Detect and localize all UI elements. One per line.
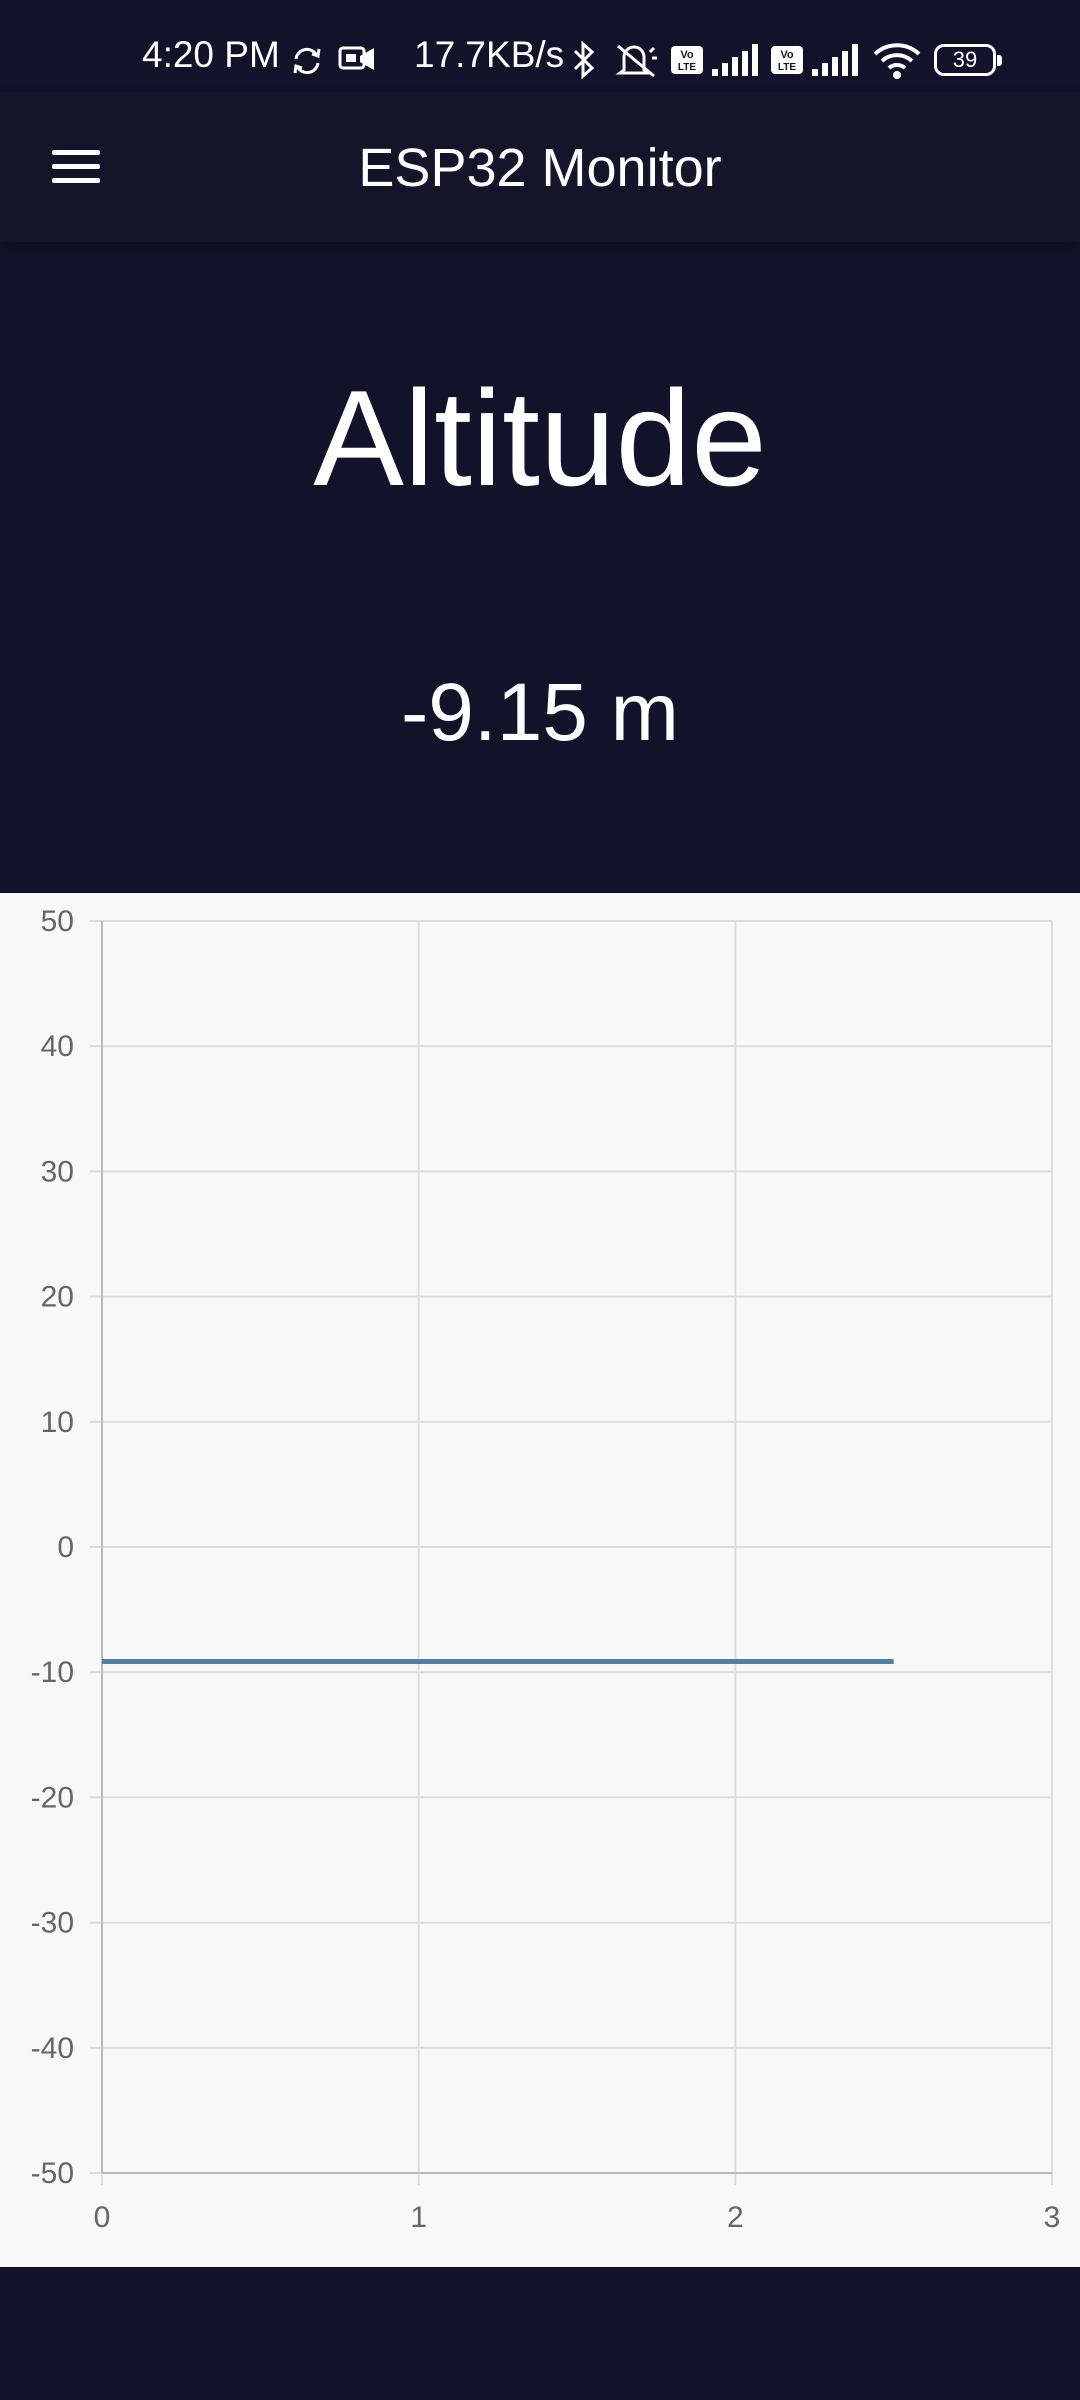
svg-text:LTE: LTE bbox=[678, 62, 696, 73]
status-bar: 4:20 PM 17.7KB/s Vo LTE bbox=[0, 0, 1080, 92]
x-tick-label: 3 bbox=[1044, 2201, 1061, 2234]
reading-title: Altitude bbox=[313, 362, 767, 514]
app-title: ESP32 Monitor bbox=[358, 138, 722, 198]
y-tick-label: 40 bbox=[41, 1030, 74, 1063]
y-tick-label: -20 bbox=[31, 1781, 74, 1814]
volte-icon: Vo LTE bbox=[770, 45, 804, 80]
altitude-chart: 50 40 30 20 10 0 -10 -20 -30 -40 -50 0 1 2 3 bbox=[0, 893, 1080, 2267]
x-tick-label: 0 bbox=[94, 2201, 111, 2234]
status-time: 4:20 PM bbox=[142, 34, 280, 75]
mute-icon bbox=[614, 40, 658, 85]
y-tick-label: -10 bbox=[31, 1656, 74, 1689]
chart-svg: 50 40 30 20 10 0 -10 -20 -30 -40 -50 0 1 2 3 bbox=[31, 905, 1061, 2234]
y-tick-label: -30 bbox=[31, 1907, 74, 1940]
x-tick-label: 1 bbox=[410, 2201, 427, 2234]
battery-icon: 39 bbox=[934, 44, 1002, 76]
y-tick-label: 0 bbox=[57, 1531, 74, 1564]
y-tick-label: 50 bbox=[41, 905, 74, 938]
y-tick-label: 20 bbox=[41, 1281, 74, 1314]
y-tick-label: -50 bbox=[31, 2157, 74, 2190]
wifi-icon bbox=[872, 40, 922, 85]
message-icon bbox=[338, 44, 376, 81]
sync-icon bbox=[290, 44, 324, 83]
signal-icon bbox=[710, 43, 760, 82]
svg-text:Vo: Vo bbox=[780, 49, 794, 61]
volte-icon: Vo LTE bbox=[670, 45, 704, 80]
y-tick-label: -40 bbox=[31, 2032, 74, 2065]
svg-text:LTE: LTE bbox=[778, 62, 796, 73]
svg-text:Vo: Vo bbox=[680, 49, 694, 61]
x-tick-label: 2 bbox=[727, 2201, 744, 2234]
reading-value: -9.15 m bbox=[401, 667, 679, 758]
y-tick-label: 30 bbox=[41, 1155, 74, 1188]
bluetooth-icon bbox=[570, 40, 598, 85]
hamburger-menu-icon[interactable] bbox=[36, 132, 116, 202]
network-speed: 17.7KB/s bbox=[414, 34, 565, 75]
y-tick-label: 10 bbox=[41, 1406, 74, 1439]
signal-icon bbox=[810, 43, 860, 82]
app-bar: ESP32 Monitor bbox=[0, 92, 1080, 242]
